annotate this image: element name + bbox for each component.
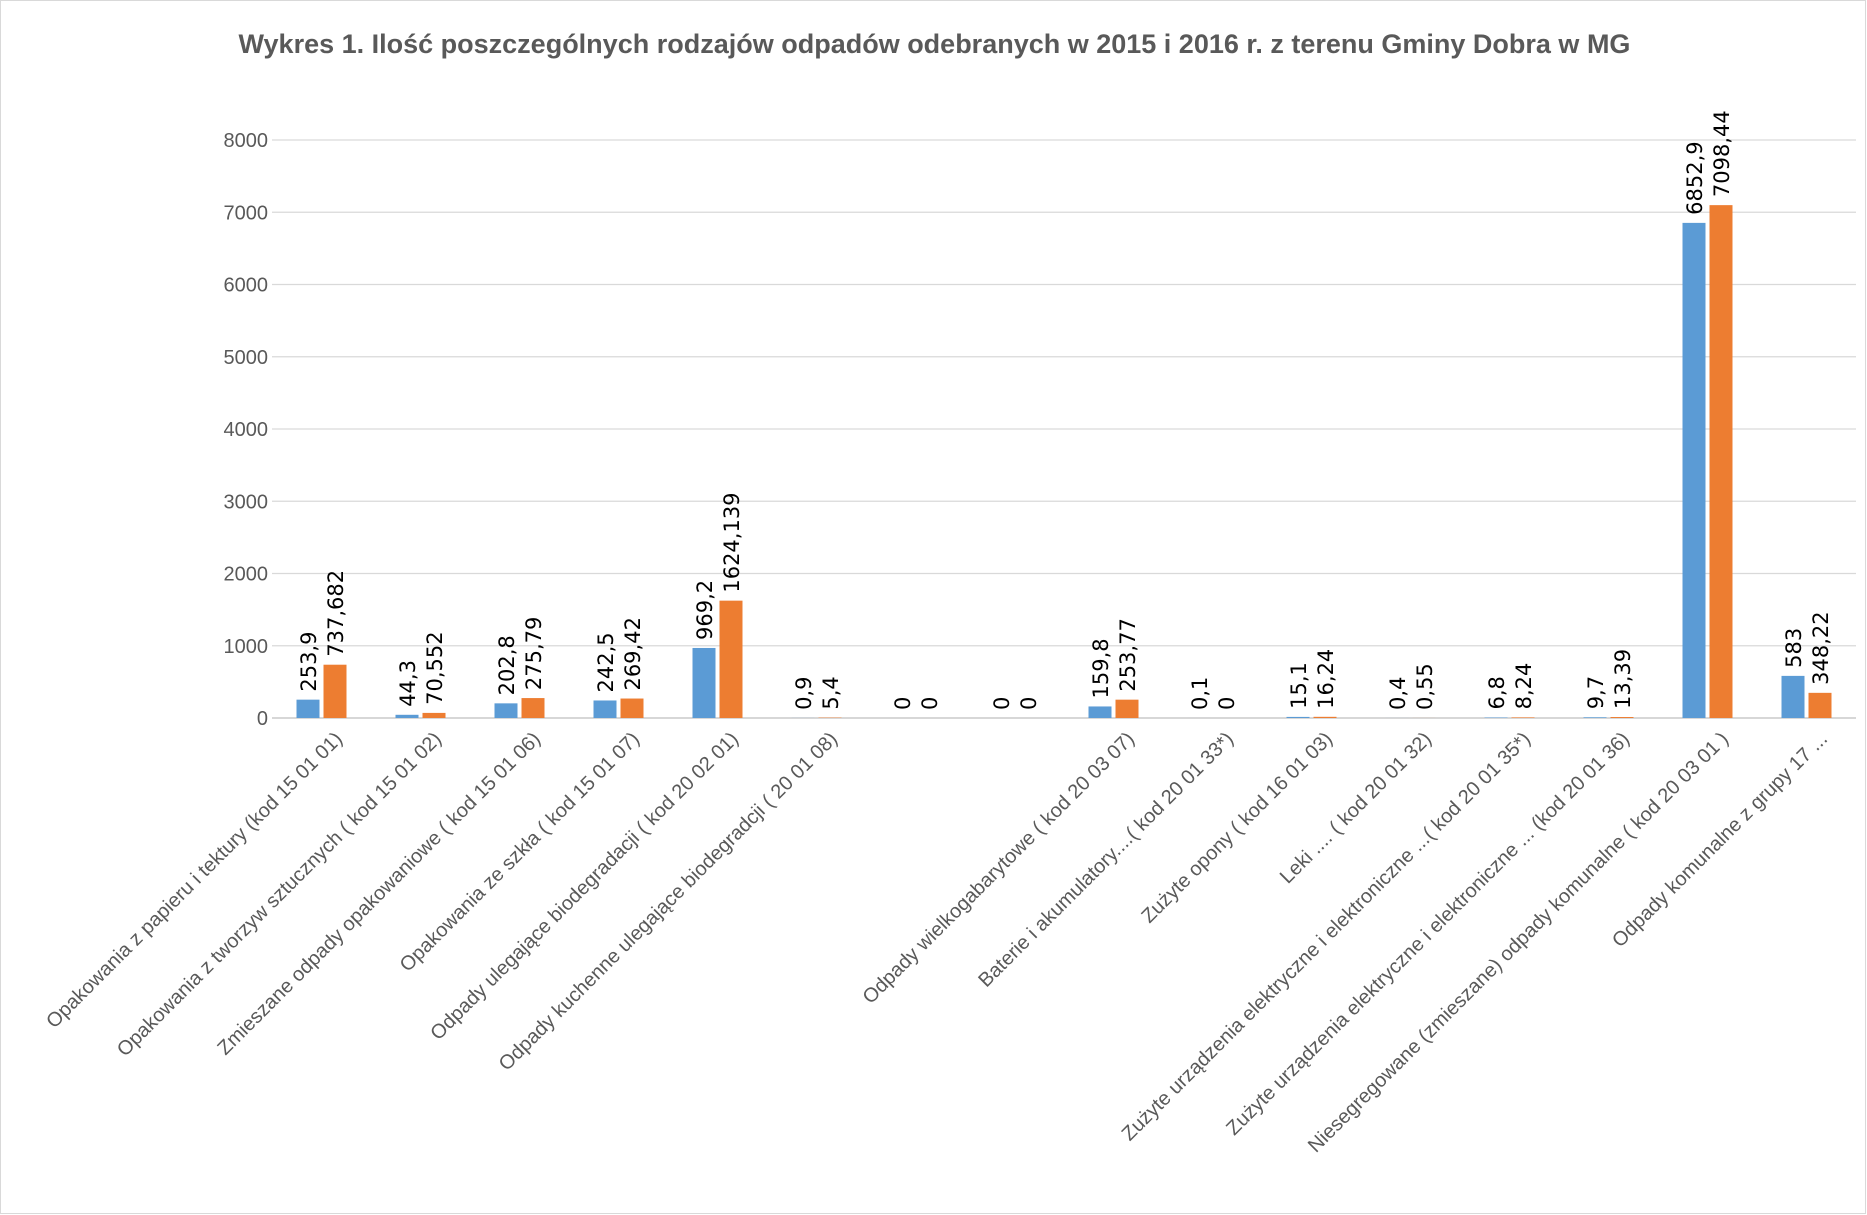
data-label: 0,55: [1413, 663, 1437, 710]
gridlines: [272, 139, 1856, 719]
y-tick-label: 5000: [224, 347, 269, 369]
data-label: 16,24: [1314, 649, 1338, 709]
data-label: 202,8: [495, 635, 519, 695]
bar-series-2: [1709, 205, 1733, 719]
data-label: 13,39: [1611, 649, 1635, 709]
y-tick-label: 6000: [224, 275, 269, 297]
bar-series-2: [1808, 692, 1832, 718]
y-tick-label: 1000: [224, 636, 269, 658]
y-tick-label: 0: [257, 708, 268, 730]
bar-series-1: [296, 699, 320, 718]
bar-series-2: [422, 712, 446, 718]
data-label: 0,1: [1188, 677, 1212, 710]
category-label: Zmieszane odpady opakowaniowe ( kod 15 0…: [213, 728, 545, 1060]
bar-series-2: [1511, 717, 1535, 718]
bars: [296, 205, 1832, 719]
data-label: 0: [1017, 697, 1041, 710]
data-label: 0: [918, 697, 942, 710]
bar-series-1: [1781, 675, 1805, 718]
bar-series-1: [1286, 716, 1310, 718]
data-label: 348,22: [1809, 611, 1833, 684]
data-label: 7098,44: [1710, 110, 1734, 197]
category-label: Odpady komunalne z grupy 17 ...: [1608, 728, 1832, 952]
data-label: 6,8: [1485, 676, 1509, 709]
data-label: 70,552: [423, 631, 447, 704]
data-label: 969,2: [693, 580, 717, 640]
bar-series-2: [1610, 717, 1634, 718]
y-tick-label: 3000: [224, 491, 269, 513]
data-label: 8,24: [1512, 663, 1536, 710]
data-label: 0: [891, 697, 915, 710]
data-label: 253,77: [1116, 618, 1140, 691]
bar-series-2: [323, 664, 347, 718]
data-label: 0: [1215, 697, 1239, 710]
bar-series-2: [620, 698, 644, 718]
chart-title: Wykres 1. Ilość poszczególnych rodzajów …: [238, 29, 1631, 59]
category-label: Opakowania z tworzyw sztucznych ( kod 15…: [113, 728, 446, 1061]
y-tick-label: 7000: [224, 202, 269, 224]
bar-series-1: [593, 700, 617, 718]
y-axis-ticks: 0 1000 2000 3000 4000 5000 6000 7000 8000: [224, 130, 269, 730]
bar-series-2: [1313, 716, 1337, 718]
data-label: 0: [990, 697, 1014, 710]
data-label: 275,79: [522, 617, 546, 690]
bar-series-2: [1115, 699, 1139, 718]
y-tick-label: 8000: [224, 130, 269, 152]
data-label: 9,7: [1584, 676, 1608, 709]
data-label: 1624,139: [720, 492, 744, 592]
bar-series-1: [494, 703, 518, 718]
data-label: 0,9: [792, 677, 816, 710]
bar-series-1: [395, 714, 419, 718]
bar-series-1: [1583, 717, 1607, 718]
data-label: 583: [1782, 628, 1806, 668]
bar-series-2: [719, 600, 743, 718]
data-label: 159,8: [1089, 638, 1113, 698]
data-label: 242,5: [594, 632, 618, 692]
bar-series-1: [1682, 222, 1706, 718]
data-label: 15,1: [1287, 662, 1311, 709]
category-label: Zużyte opony ( kod 16 01 03): [1138, 728, 1338, 928]
bar-series-2: [521, 698, 545, 718]
data-label: 269,42: [621, 617, 645, 690]
data-label: 44,3: [396, 660, 420, 707]
y-tick-label: 4000: [224, 419, 269, 441]
data-label: 5,4: [819, 676, 843, 709]
category-label: Odpady kuchenne ulegające biodegradcji (…: [495, 728, 842, 1075]
data-label: 737,682: [324, 570, 348, 657]
data-label: 0,4: [1386, 677, 1410, 710]
data-label: 253,9: [297, 632, 321, 692]
data-label: 6852,9: [1683, 141, 1707, 214]
category-labels: Opakowania z papieru i tektury (kod 15 0…: [42, 728, 1832, 1157]
bar-series-1: [1088, 706, 1112, 718]
y-tick-label: 2000: [224, 564, 269, 586]
bar-series-1: [692, 647, 716, 718]
